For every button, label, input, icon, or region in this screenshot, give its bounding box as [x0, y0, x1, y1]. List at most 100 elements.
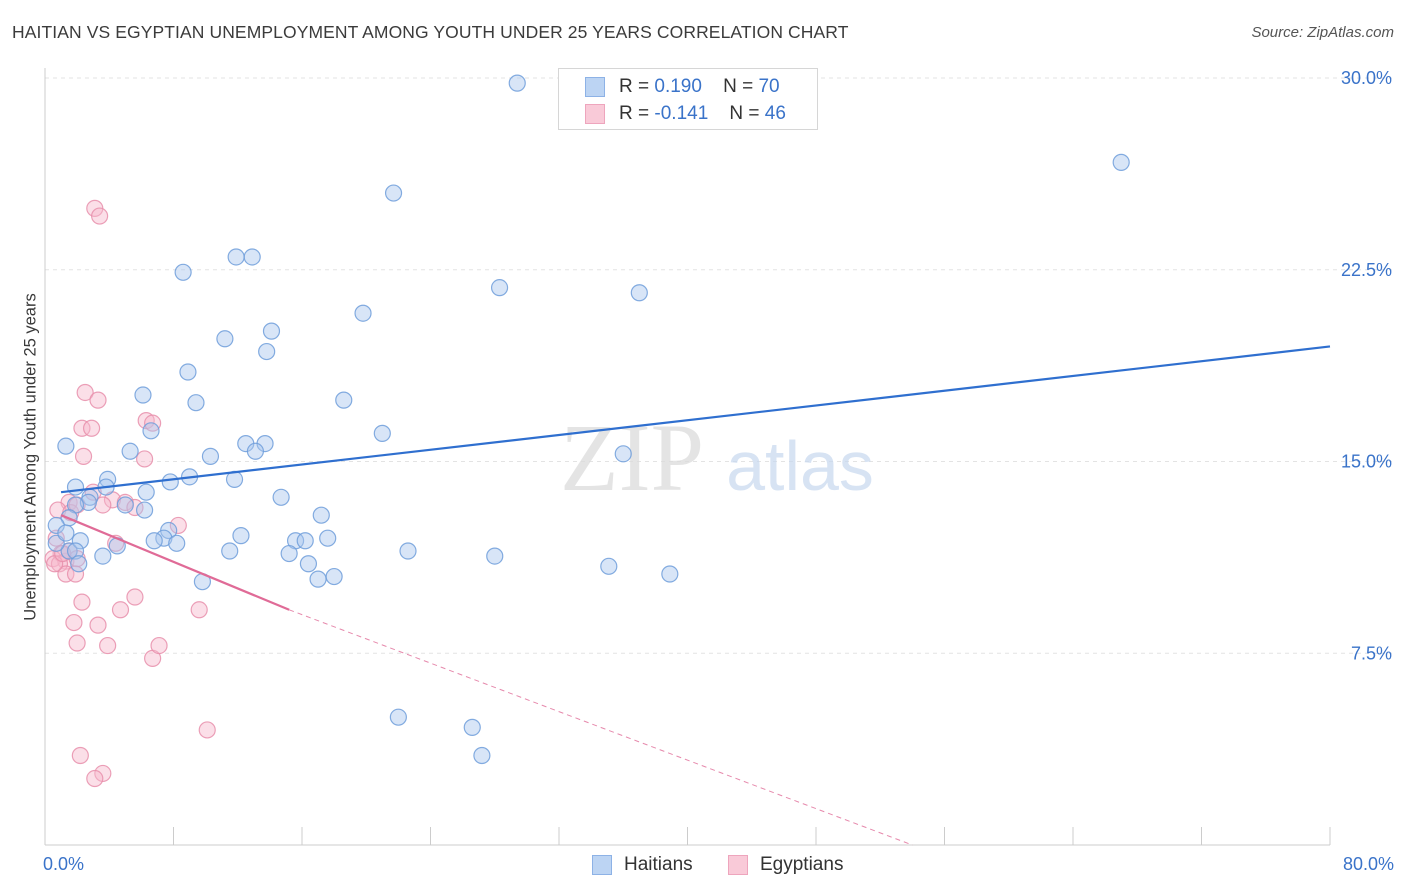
haitian-point — [66, 478, 85, 496]
chart-title: HAITIAN VS EGYPTIAN UNEMPLOYMENT AMONG Y… — [12, 22, 849, 42]
tick-labels: 7.5% 15.0% 22.5% 30.0% 0.0% 80.0% — [43, 68, 1394, 874]
haitian-point — [661, 565, 679, 583]
source-label: Source: ZipAtlas.com — [1251, 24, 1394, 41]
trend-line-egyptians — [60, 514, 290, 611]
egyptian-point — [135, 450, 154, 468]
legend-r-label: R = — [619, 76, 650, 97]
haitian-point — [201, 447, 220, 465]
y-tick-label: 22.5% — [1341, 260, 1392, 280]
legend-n-value-egyptians: 46 — [764, 103, 786, 124]
haitian-point — [161, 473, 179, 491]
bottom-legend-swatch-haitians — [592, 855, 612, 875]
bottom-legend-label-haitians: Haitians — [624, 854, 693, 875]
haitian-point — [174, 263, 192, 281]
egyptian-point — [91, 207, 109, 225]
egyptian-point — [126, 588, 144, 606]
legend-n-label: N = — [729, 103, 760, 124]
haitian-point — [473, 746, 491, 765]
haitian-point — [399, 542, 417, 560]
y-tick-label: 7.5% — [1351, 643, 1392, 663]
haitian-point — [137, 483, 155, 501]
haitian-point — [335, 391, 353, 409]
egyptian-point — [73, 593, 91, 611]
haitian-point — [94, 547, 112, 565]
series-haitians — [47, 74, 1130, 765]
egyptian-point — [169, 516, 187, 535]
x-tick-label-max: 80.0% — [1343, 854, 1394, 874]
legend-r-value-haitians: 0.190 — [654, 76, 702, 97]
haitian-point — [508, 74, 526, 92]
egyptian-point — [86, 769, 104, 788]
trend-line-haitians — [60, 345, 1331, 494]
haitian-point — [168, 534, 186, 552]
haitian-point — [309, 570, 327, 588]
haitian-point — [142, 422, 160, 440]
haitian-point — [272, 488, 290, 506]
egyptian-point — [76, 383, 94, 402]
egyptian-point — [89, 391, 107, 409]
haitian-point — [135, 501, 154, 519]
haitian-point — [145, 532, 163, 550]
bottom-legend-label-egyptians: Egyptians — [760, 854, 844, 875]
haitian-point — [155, 529, 173, 547]
trend-lines — [60, 345, 1331, 846]
haitian-point — [490, 279, 509, 297]
haitian-point — [319, 529, 337, 547]
haitian-point — [630, 284, 648, 302]
haitian-point — [71, 532, 89, 550]
egyptian-point — [89, 616, 107, 634]
haitian-point — [463, 718, 481, 736]
correlation-legend: R = 0.190 N = 70 R = -0.141 N = 46 — [558, 68, 818, 130]
haitian-point — [179, 363, 197, 381]
haitian-point — [258, 342, 276, 361]
haitian-point — [246, 442, 265, 460]
haitian-point — [116, 496, 134, 514]
haitian-point — [227, 248, 245, 266]
haitian-point — [221, 542, 239, 560]
egyptian-point — [82, 419, 101, 437]
haitian-point — [600, 557, 618, 575]
egyptian-point — [65, 613, 83, 632]
haitian-point — [389, 708, 407, 726]
haitian-point — [243, 248, 261, 266]
egyptian-point — [150, 636, 168, 655]
haitian-point — [216, 330, 234, 348]
haitian-point — [1112, 153, 1130, 171]
egyptian-point — [50, 555, 69, 573]
egyptian-point — [47, 529, 65, 547]
egyptian-point — [111, 601, 130, 619]
haitian-point — [354, 304, 372, 322]
haitian-point — [325, 567, 343, 586]
egyptian-point — [68, 634, 86, 652]
y-tick-label: 15.0% — [1341, 452, 1392, 472]
legend-swatch-egyptians — [585, 104, 605, 124]
egyptian-point — [190, 601, 208, 619]
egyptian-point — [73, 419, 91, 437]
haitian-point — [384, 184, 403, 202]
haitian-point — [232, 527, 250, 545]
haitian-point — [262, 322, 281, 340]
egyptian-point — [198, 721, 216, 739]
egyptian-point — [71, 746, 89, 765]
haitian-point — [60, 542, 78, 560]
haitian-point — [79, 493, 97, 512]
egyptian-point — [94, 496, 112, 514]
watermark-atlas: atlas — [726, 427, 874, 505]
egyptian-point — [57, 565, 75, 583]
egyptian-point — [74, 447, 93, 465]
bottom-legend-swatch-egyptians — [728, 855, 748, 875]
legend-swatch-haitians — [585, 77, 605, 97]
egyptian-point — [66, 565, 85, 583]
haitian-point — [373, 424, 391, 442]
egyptian-point — [99, 636, 117, 655]
haitian-point — [187, 394, 205, 412]
haitian-point — [486, 547, 504, 565]
watermark: ZIP atlas — [560, 404, 874, 511]
x-tick-label-min: 0.0% — [43, 854, 84, 874]
axes — [44, 68, 1331, 846]
haitian-point — [614, 445, 632, 463]
haitian-point — [280, 544, 298, 563]
legend-r-label: R = — [619, 103, 650, 124]
haitian-point — [134, 386, 152, 404]
